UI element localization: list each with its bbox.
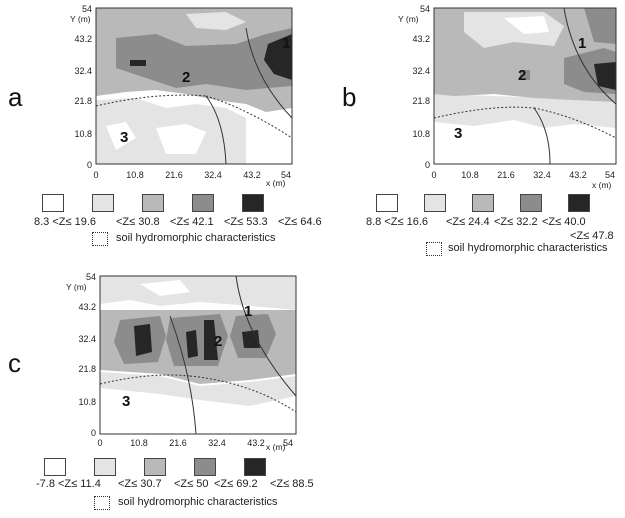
legend-swatch-class0 bbox=[42, 194, 64, 212]
soil-legend-label: soil hydromorphic characteristics bbox=[448, 242, 608, 254]
x-tick: 32.4 bbox=[533, 170, 551, 180]
y-tick: 54 bbox=[82, 4, 92, 14]
y-axis-title: Y (m) bbox=[66, 282, 87, 292]
legend-swatch-class3 bbox=[192, 194, 214, 212]
legend-swatch-class2 bbox=[142, 194, 164, 212]
legend-swatch-class4 bbox=[244, 458, 266, 476]
x-tick: 54 bbox=[283, 438, 293, 448]
y-tick: 54 bbox=[420, 4, 430, 14]
legend-swatch-class0 bbox=[44, 458, 66, 476]
legend-range-0: 8.3 <Z≤ 19.6 bbox=[34, 216, 96, 228]
x-tick: 32.4 bbox=[208, 438, 226, 448]
x-tick: 32.4 bbox=[204, 170, 222, 180]
y-tick: 43.2 bbox=[412, 34, 430, 44]
legend-swatch-class2 bbox=[144, 458, 166, 476]
legend-range-1: <Z≤ 30.8 bbox=[116, 216, 160, 228]
x-tick: 10.8 bbox=[461, 170, 479, 180]
y-tick: 10.8 bbox=[78, 397, 96, 407]
y-tick: 43.2 bbox=[78, 302, 96, 312]
zone-label-3: 3 bbox=[120, 129, 128, 146]
legend-range-4: <Z≤ 88.5 bbox=[270, 478, 314, 490]
y-tick: 21.8 bbox=[78, 364, 96, 374]
legend-swatch-class2 bbox=[472, 194, 494, 212]
legend-swatch-class0 bbox=[376, 194, 398, 212]
x-axis-title: x (m) bbox=[592, 180, 612, 190]
x-axis-title: x (m) bbox=[266, 178, 286, 188]
legend-swatch-class4 bbox=[242, 194, 264, 212]
x-tick: 21.6 bbox=[169, 438, 187, 448]
soil-legend-swatch bbox=[94, 496, 110, 510]
zone-label-2: 2 bbox=[518, 67, 526, 84]
y-tick: 54 bbox=[86, 272, 96, 282]
legend-range-2: <Z≤ 42.1 bbox=[170, 216, 214, 228]
panel-c-legend: -7.8 <Z≤ 11.4 <Z≤ 30.7 <Z≤ 50 <Z≤ 69.2 <… bbox=[36, 456, 326, 514]
x-tick: 0 bbox=[97, 438, 102, 448]
zone-label-2: 2 bbox=[214, 333, 222, 350]
soil-legend-label: soil hydromorphic characteristics bbox=[116, 232, 276, 244]
y-axis-title: Y (m) bbox=[70, 14, 91, 24]
zone-label-1: 1 bbox=[578, 35, 586, 52]
legend-range-0: 8.8 <Z≤ 16.6 bbox=[366, 216, 428, 228]
x-tick: 54 bbox=[281, 170, 291, 180]
zone-label-1: 1 bbox=[282, 35, 290, 52]
x-tick: 10.8 bbox=[130, 438, 148, 448]
legend-swatch-class1 bbox=[424, 194, 446, 212]
panel-a-letter: a bbox=[8, 82, 23, 112]
panel-b-letter: b bbox=[342, 82, 357, 112]
y-tick: 32.4 bbox=[412, 66, 430, 76]
zone-label-3: 3 bbox=[454, 125, 462, 142]
x-tick: 10.8 bbox=[126, 170, 144, 180]
y-tick: 10.8 bbox=[412, 129, 430, 139]
x-tick: 43.2 bbox=[247, 438, 265, 448]
legend-range-1: <Z≤ 24.4 bbox=[446, 216, 490, 228]
legend-swatch-class4 bbox=[568, 194, 590, 212]
soil-legend-swatch bbox=[92, 232, 108, 246]
y-axis-title: Y (m) bbox=[398, 14, 419, 24]
y-tick: 43.2 bbox=[74, 34, 92, 44]
legend-swatch-class1 bbox=[92, 194, 114, 212]
panel-c-map: 1 2 3 Y (m) x (m) 0 10.8 21.8 32.4 43.2 … bbox=[66, 272, 297, 452]
panel-b-legend: 8.8 <Z≤ 16.6 <Z≤ 24.4 <Z≤ 32.2 <Z≤ 40.0 … bbox=[366, 192, 624, 258]
panel-c-letter: c bbox=[8, 348, 21, 378]
legend-range-0: -7.8 <Z≤ 11.4 bbox=[36, 478, 101, 490]
y-tick: 32.4 bbox=[78, 334, 96, 344]
x-tick: 21.6 bbox=[497, 170, 515, 180]
x-tick: 0 bbox=[431, 170, 436, 180]
legend-range-3: <Z≤ 53.3 bbox=[224, 216, 268, 228]
y-tick: 32.4 bbox=[74, 66, 92, 76]
panel-b-map: 1 2 3 Y (m) x (m) 0 10.8 21.8 32.4 43.2 … bbox=[398, 4, 617, 190]
x-tick: 43.2 bbox=[569, 170, 587, 180]
zone-label-1: 1 bbox=[244, 303, 252, 320]
legend-swatch-class3 bbox=[194, 458, 216, 476]
y-tick: 0 bbox=[87, 160, 92, 170]
y-tick: 21.8 bbox=[74, 96, 92, 106]
soil-legend-swatch bbox=[426, 242, 442, 256]
x-tick: 43.2 bbox=[243, 170, 261, 180]
legend-range-3: <Z≤ 40.0 bbox=[542, 216, 586, 228]
y-tick: 21.8 bbox=[412, 96, 430, 106]
zone-label-3: 3 bbox=[122, 393, 130, 410]
x-tick: 21.6 bbox=[165, 170, 183, 180]
zone-label-2: 2 bbox=[182, 69, 190, 86]
y-tick: 10.8 bbox=[74, 129, 92, 139]
legend-range-1: <Z≤ 30.7 bbox=[118, 478, 162, 490]
soil-legend-label: soil hydromorphic characteristics bbox=[118, 496, 278, 508]
panel-a-legend: 8.3 <Z≤ 19.6 <Z≤ 30.8 <Z≤ 42.1 <Z≤ 53.3 … bbox=[34, 192, 322, 248]
legend-range-2: <Z≤ 32.2 bbox=[494, 216, 538, 228]
legend-range-3: <Z≤ 69.2 bbox=[214, 478, 258, 490]
x-tick: 54 bbox=[605, 170, 615, 180]
y-tick: 0 bbox=[425, 160, 430, 170]
x-axis-title: x (m) bbox=[266, 442, 286, 452]
legend-swatch-class1 bbox=[94, 458, 116, 476]
legend-range-2: <Z≤ 50 bbox=[174, 478, 209, 490]
legend-range-4: <Z≤ 47.8 bbox=[570, 230, 614, 242]
y-tick: 0 bbox=[91, 428, 96, 438]
x-tick: 0 bbox=[93, 170, 98, 180]
legend-range-4: <Z≤ 64.6 bbox=[278, 216, 322, 228]
panel-a-map: 1 2 3 Y (m) x (m) 0 10.8 21.8 32.4 43.2 … bbox=[70, 4, 293, 188]
legend-swatch-class3 bbox=[520, 194, 542, 212]
